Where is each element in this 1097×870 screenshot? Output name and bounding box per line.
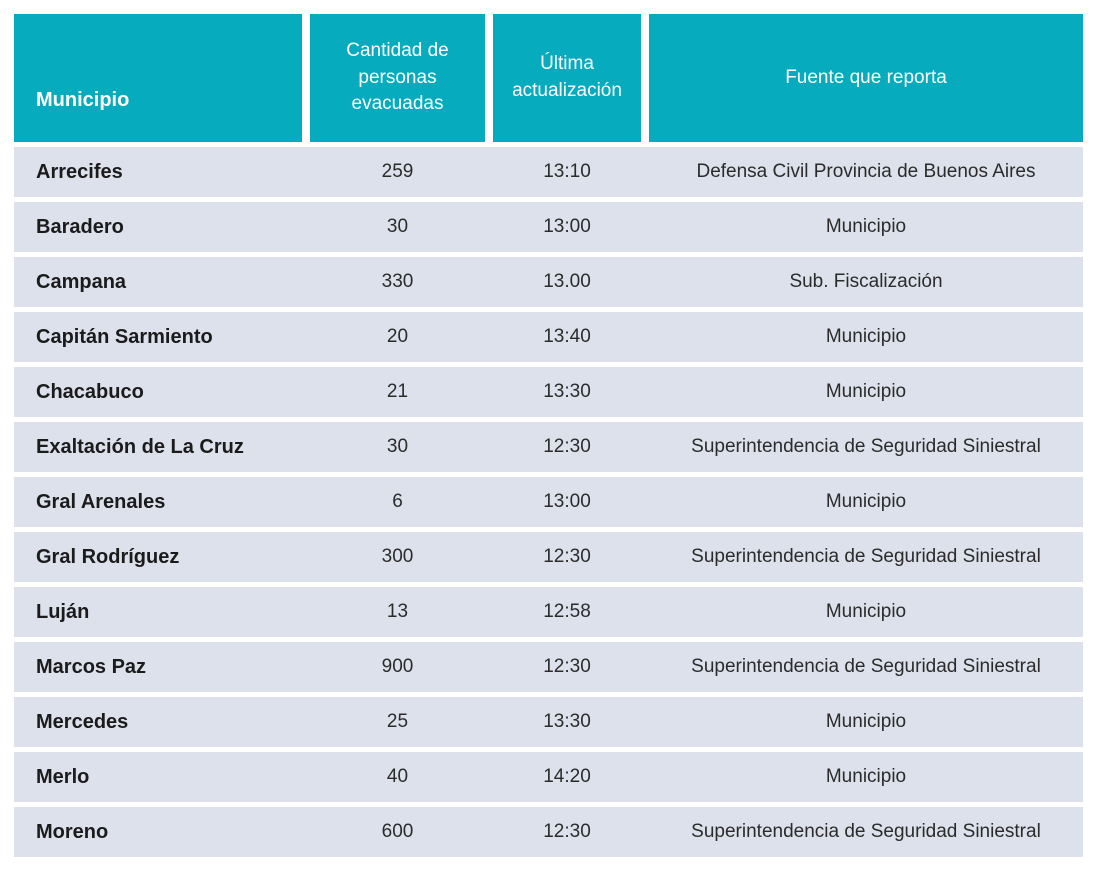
reporting-source: Sub. Fiscalización [789, 271, 943, 292]
municipality-name: Campana [36, 270, 127, 293]
evacuated-count: 30 [386, 216, 409, 237]
table-row: Campana 330 13.00 Sub. Fiscalización [14, 257, 1083, 307]
table-row: Moreno 600 12:30 Superintendencia de Seg… [14, 807, 1083, 857]
evacuated-count: 13 [386, 601, 409, 622]
evacuated-count: 330 [381, 271, 414, 292]
table-body: Arrecifes 259 13:10 Defensa Civil Provin… [14, 147, 1083, 857]
table-row: Arrecifes 259 13:10 Defensa Civil Provin… [14, 147, 1083, 197]
municipality-name: Mercedes [36, 710, 129, 733]
table-row: Capitán Sarmiento 20 13:40 Municipio [14, 312, 1083, 362]
column-header-reporting-source: Fuente que reporta [649, 14, 1083, 142]
table-row: Chacabuco 21 13:30 Municipio [14, 367, 1083, 417]
reporting-source: Municipio [825, 216, 907, 237]
reporting-source: Municipio [825, 766, 907, 787]
reporting-source: Superintendencia de Seguridad Siniestral [691, 436, 1041, 457]
last-update-time: 12:30 [543, 546, 591, 567]
last-update-time: 13.00 [543, 271, 591, 292]
table-row: Gral Rodríguez 300 12:30 Superintendenci… [14, 532, 1083, 582]
municipality-name: Luján [36, 600, 90, 623]
column-header-evacuated-count: Cantidad de personas evacuadas [310, 14, 485, 142]
table-row: Marcos Paz 900 12:30 Superintendencia de… [14, 642, 1083, 692]
evacuated-count: 300 [381, 546, 414, 567]
municipality-name: Chacabuco [36, 380, 144, 403]
evacuated-count: 6 [392, 491, 403, 512]
municipality-name: Merlo [36, 765, 90, 788]
table-header-row: Municipio Cantidad de personas evacuadas… [14, 14, 1083, 142]
last-update-time: 13:30 [543, 381, 591, 402]
evacuated-count: 30 [386, 436, 409, 457]
column-header-last-update: Última actualización [493, 14, 641, 142]
table-row: Mercedes 25 13:30 Municipio [14, 697, 1083, 747]
municipality-name: Marcos Paz [36, 655, 147, 678]
table-row: Baradero 30 13:00 Municipio [14, 202, 1083, 252]
municipality-name: Exaltación de La Cruz [36, 435, 244, 458]
reporting-source: Defensa Civil Provincia de Buenos Aires [696, 161, 1036, 182]
evacuation-table: Municipio Cantidad de personas evacuadas… [14, 14, 1083, 857]
evacuated-count: 21 [386, 381, 409, 402]
reporting-source: Municipio [825, 326, 907, 347]
last-update-time: 12:30 [543, 436, 591, 457]
last-update-time: 14:20 [543, 766, 591, 787]
municipality-name: Moreno [36, 820, 109, 843]
municipality-name: Capitán Sarmiento [36, 325, 213, 348]
evacuated-count: 25 [386, 711, 409, 732]
municipality-name: Gral Rodríguez [36, 545, 180, 568]
table-row: Luján 13 12:58 Municipio [14, 587, 1083, 637]
evacuated-count: 900 [381, 656, 414, 677]
last-update-time: 13:40 [543, 326, 591, 347]
table-row: Exaltación de La Cruz 30 12:30 Superinte… [14, 422, 1083, 472]
municipality-name: Gral Arenales [36, 490, 166, 513]
last-update-time: 12:30 [543, 821, 591, 842]
municipality-name: Baradero [36, 215, 124, 238]
evacuated-count: 40 [386, 766, 409, 787]
evacuated-count: 600 [381, 821, 414, 842]
table-row: Merlo 40 14:20 Municipio [14, 752, 1083, 802]
evacuated-count: 20 [386, 326, 409, 347]
reporting-source: Superintendencia de Seguridad Siniestral [691, 656, 1041, 677]
column-header-municipio: Municipio [14, 14, 302, 142]
table-row: Gral Arenales 6 13:00 Municipio [14, 477, 1083, 527]
reporting-source: Municipio [825, 711, 907, 732]
municipality-name: Arrecifes [36, 160, 123, 183]
last-update-time: 13:00 [543, 491, 591, 512]
reporting-source: Superintendencia de Seguridad Siniestral [691, 821, 1041, 842]
reporting-source: Superintendencia de Seguridad Siniestral [691, 546, 1041, 567]
last-update-time: 13:10 [543, 161, 591, 182]
evacuated-count: 259 [381, 161, 414, 182]
last-update-time: 12:58 [543, 601, 591, 622]
reporting-source: Municipio [825, 601, 907, 622]
last-update-time: 13:00 [543, 216, 591, 237]
last-update-time: 13:30 [543, 711, 591, 732]
reporting-source: Municipio [825, 491, 907, 512]
last-update-time: 12:30 [543, 656, 591, 677]
reporting-source: Municipio [825, 381, 907, 402]
